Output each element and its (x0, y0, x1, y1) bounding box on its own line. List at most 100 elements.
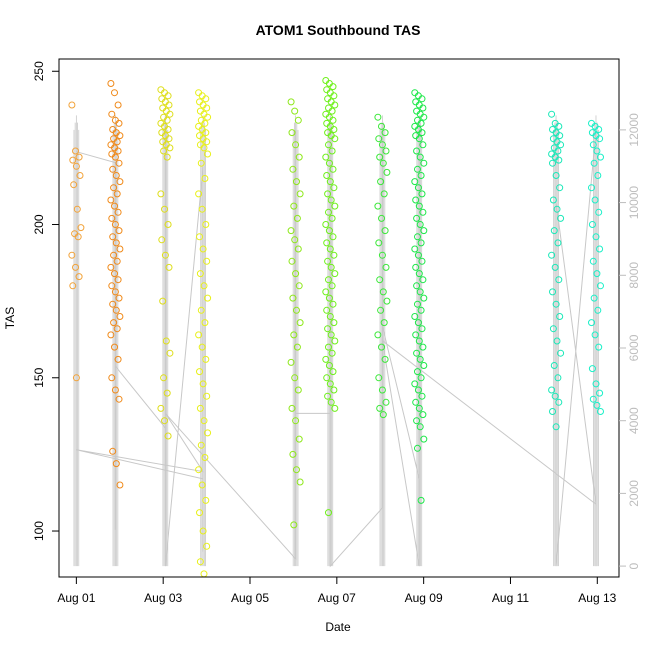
series-group (322, 77, 339, 517)
data-point (597, 153, 604, 161)
data-point (413, 349, 421, 357)
data-point (291, 107, 299, 115)
data-point (109, 447, 117, 455)
data-point (294, 245, 302, 253)
data-point (554, 374, 562, 382)
data-point (202, 355, 210, 363)
data-point (196, 509, 203, 517)
data-point (418, 392, 426, 400)
data-point (322, 355, 330, 363)
data-point (412, 263, 420, 271)
data-point (377, 178, 385, 186)
data-point (419, 208, 427, 216)
data-point (292, 417, 300, 425)
x-tick-label: Aug 13 (578, 591, 616, 605)
data-point (327, 398, 335, 406)
data-point (70, 181, 78, 189)
data-point (376, 153, 384, 161)
data-point (590, 159, 598, 167)
data-point (292, 270, 300, 278)
data-point (419, 276, 427, 284)
data-point (295, 153, 303, 161)
data-point (327, 263, 335, 271)
data-point (415, 337, 423, 345)
data-point (323, 306, 331, 314)
data-point (413, 147, 421, 155)
data-point (293, 343, 301, 351)
data-point (414, 251, 422, 259)
data-point (329, 368, 337, 376)
data-point (77, 224, 85, 232)
data-point (329, 116, 337, 124)
data-point (552, 300, 560, 308)
data-point (204, 113, 212, 121)
data-point (287, 227, 295, 235)
data-point (75, 273, 83, 281)
data-point (108, 110, 116, 118)
data-point (325, 294, 333, 302)
data-point (592, 380, 600, 388)
data-point (203, 104, 211, 112)
data-point (162, 337, 170, 345)
data-point (379, 288, 387, 296)
data-point (110, 251, 118, 259)
data-point (108, 374, 116, 382)
data-point (326, 245, 334, 253)
data-point (294, 116, 302, 124)
data-point (378, 386, 386, 394)
data-point (198, 481, 206, 489)
data-point (418, 257, 426, 265)
data-point (111, 221, 119, 228)
data-point (549, 159, 556, 167)
data-point (324, 190, 332, 198)
data-point (195, 331, 203, 339)
data-point (69, 282, 77, 290)
data-point (288, 129, 296, 137)
data-point (413, 282, 421, 290)
data-point (548, 251, 556, 259)
plot-frame (58, 58, 620, 578)
data-point (420, 159, 428, 167)
data-point (329, 83, 337, 91)
data-point (551, 263, 559, 271)
data-point (375, 135, 383, 143)
data-point (557, 141, 565, 149)
data-point (595, 208, 603, 216)
data-point (380, 319, 388, 327)
data-point (324, 257, 332, 265)
data-point (551, 392, 559, 400)
data-point (111, 202, 118, 210)
data-point (331, 202, 339, 210)
data-point (379, 159, 387, 167)
data-point (331, 101, 339, 109)
data-point (548, 110, 556, 118)
x-tick-label: Aug 09 (405, 591, 443, 605)
data-point (552, 423, 560, 431)
series-group (287, 98, 304, 529)
data-point (549, 408, 556, 415)
data-point (589, 257, 597, 265)
data-point (196, 558, 204, 566)
data-point (325, 141, 332, 149)
y2-tick-label: 2000 (627, 480, 641, 507)
data-point (331, 337, 339, 345)
data-point (417, 172, 425, 179)
y2-tick-label: 0 (627, 562, 641, 569)
data-point (328, 147, 336, 155)
data-point (415, 270, 423, 278)
x-axis-label: Date (325, 620, 351, 634)
data-point (418, 129, 426, 137)
data-point (68, 251, 76, 259)
data-point (595, 343, 603, 351)
data-point (376, 276, 384, 284)
data-point (411, 380, 419, 388)
data-point (113, 257, 121, 265)
data-point (112, 460, 120, 468)
data-point (112, 306, 120, 314)
series-group (374, 113, 391, 419)
data-point (377, 306, 385, 314)
data-point (412, 196, 420, 204)
data-point (113, 190, 121, 198)
data-point (556, 132, 564, 140)
data-point (163, 153, 171, 161)
